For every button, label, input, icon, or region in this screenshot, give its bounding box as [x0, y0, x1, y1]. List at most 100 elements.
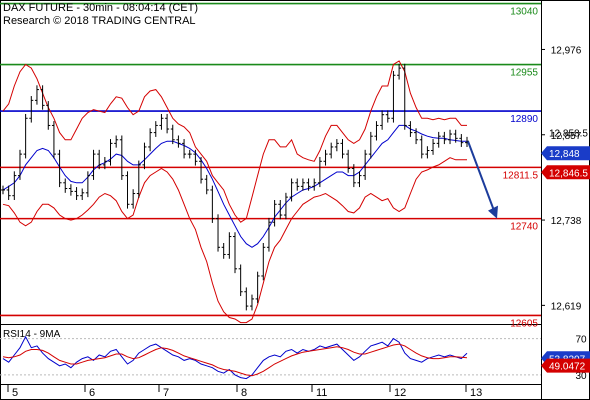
level-label-12605: 12605: [510, 318, 538, 329]
price-bar: [351, 164, 356, 188]
price-bar: [114, 135, 119, 148]
price-bar: [204, 174, 209, 195]
x-tick-label: 7: [163, 387, 169, 399]
price-bar: [165, 113, 170, 134]
chart-title: DAX FUTURE - 30min - 08:04:14 (CET): [3, 2, 198, 14]
rsi-y-tick-label: 70: [575, 335, 587, 346]
price-bar: [12, 171, 17, 200]
price-bar: [266, 217, 271, 252]
price-bar: [329, 142, 334, 159]
price-bar: [414, 128, 419, 145]
price-bar: [159, 113, 164, 130]
price-bar: [244, 287, 249, 311]
moving-average-line: [2, 124, 467, 248]
x-tick-label: 8: [241, 387, 247, 399]
price-bar: [57, 149, 62, 188]
price-bar: [249, 294, 254, 311]
price-bar: [142, 142, 147, 170]
price-bar: [385, 110, 390, 123]
price-badge-text: 12,848: [549, 149, 580, 160]
price-bar: [289, 178, 294, 202]
x-tick-label: 11: [316, 387, 327, 399]
price-bar: [431, 139, 436, 155]
price-bar: [176, 135, 181, 148]
level-label-12740: 12740: [510, 222, 538, 233]
rsi-line: [2, 335, 468, 380]
y-tick-label: 12,738: [551, 216, 582, 227]
price-bar: [17, 149, 22, 180]
price-bar: [199, 156, 204, 184]
price-bar: [85, 171, 90, 198]
chart-source: Research © 2018 TRADING CENTRAL: [3, 15, 196, 27]
price-bar: [153, 121, 158, 137]
price-bar: [51, 121, 56, 159]
price-bar: [317, 156, 322, 188]
y-tick-label: 12,619: [551, 301, 582, 312]
lower-band-line: [2, 157, 467, 324]
price-bar: [182, 139, 187, 159]
price-bar: [368, 131, 373, 159]
price-bar: [131, 189, 136, 209]
price-bar: [408, 121, 413, 137]
price-badge-current: 12,848: [541, 146, 590, 161]
level-label-12955: 12955: [510, 68, 538, 79]
price-bar: [102, 156, 107, 170]
price-bar: [402, 63, 407, 130]
rsi-badge-ma: 49.0472: [541, 358, 590, 373]
price-badge-bg: [541, 165, 590, 180]
price-bar: [459, 134, 464, 147]
price-bar: [323, 149, 328, 166]
x-tick-label: 12: [394, 387, 406, 399]
rsi-badge-text: 49.0472: [549, 362, 586, 373]
price-bar: [216, 214, 221, 252]
y-tick-label: 12,976: [551, 45, 582, 56]
rsi-title: RSI14 - 9MA: [3, 329, 61, 340]
price-bar: [148, 128, 153, 152]
price-bar: [233, 232, 237, 274]
price-bar: [97, 149, 102, 170]
price-bar: [363, 149, 368, 180]
price-bar: [453, 129, 458, 143]
price-bar: [261, 243, 266, 281]
price-bar: [346, 149, 351, 173]
level-label-12811.5: 12811.5: [503, 170, 539, 181]
price-bar: [278, 199, 283, 220]
price-bar: [238, 264, 243, 297]
price-bar: [397, 63, 402, 80]
price-bar: [442, 131, 447, 145]
price-bar: [283, 192, 288, 220]
price-bar: [193, 149, 198, 166]
x-tick-label: 6: [89, 387, 95, 399]
upper-band-line: [2, 60, 467, 223]
rsi-ma-line: [2, 343, 468, 377]
price-bar: [436, 131, 441, 148]
level-label-13040: 13040: [510, 7, 538, 18]
price-bar: [425, 146, 430, 159]
price-bar: [334, 139, 339, 152]
price-bar: [91, 149, 96, 180]
price-bar: [227, 232, 232, 259]
price-bar: [448, 129, 453, 145]
price-bar: [312, 178, 317, 191]
y-tick-label: 12,857: [551, 131, 582, 142]
price-bar: [6, 185, 11, 200]
price-bar: [40, 85, 45, 110]
price-bar: [29, 96, 34, 123]
price-bar: [119, 135, 124, 180]
price-bar: [125, 171, 130, 209]
rsi-badge-bg: [541, 358, 590, 373]
price-bar: [340, 139, 345, 159]
price-bar: [380, 110, 385, 130]
price-badge-text: 12,858.5: [549, 129, 588, 140]
price-badge-plain: 12,858.5: [549, 129, 588, 140]
price-bar: [136, 160, 141, 198]
forecast-arrow-head: [488, 205, 498, 219]
price-bar: [23, 113, 28, 159]
price-bar: [46, 101, 51, 130]
x-tick-label: 5: [12, 387, 18, 399]
price-bar: [1, 185, 5, 195]
price-bar: [306, 178, 311, 191]
price-badge-text: 12,846.5: [549, 168, 588, 179]
price-bar: [374, 121, 379, 141]
